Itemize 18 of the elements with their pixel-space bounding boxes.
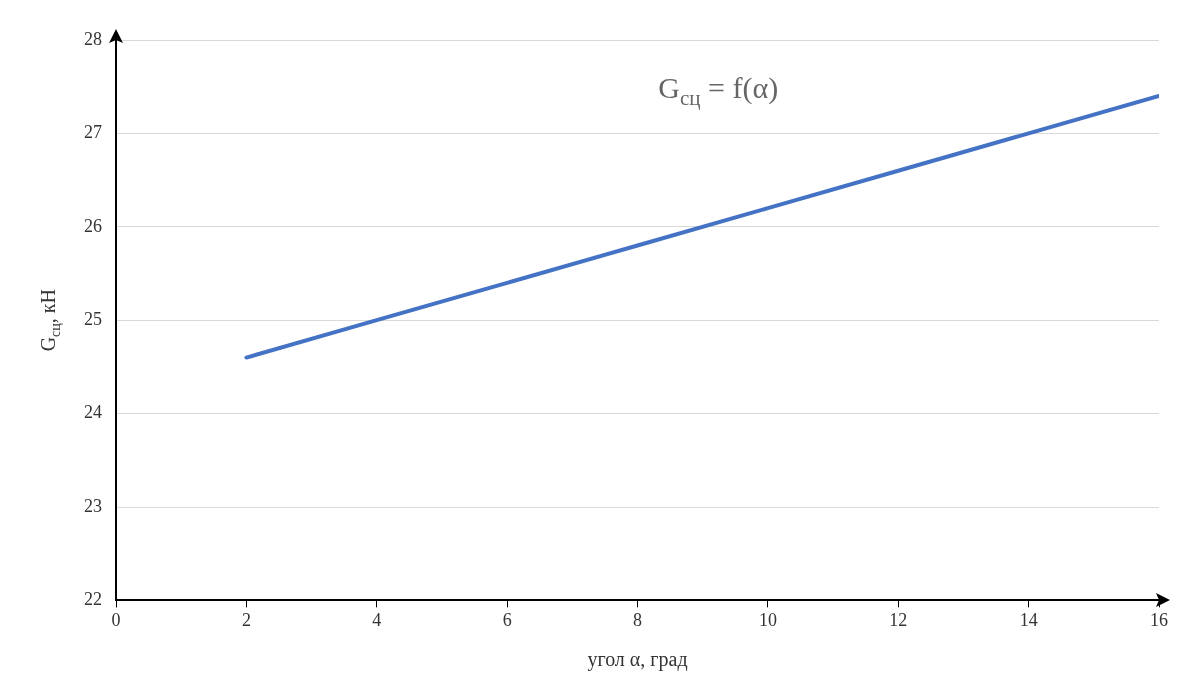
y-tick-label: 26 <box>84 215 102 236</box>
x-axis-title: угол α, град <box>587 648 688 672</box>
x-tick-label: 16 <box>1150 609 1168 630</box>
x-tick-label: 12 <box>889 609 908 630</box>
y-tick-label: 23 <box>84 495 102 516</box>
y-tick-label: 24 <box>84 402 102 423</box>
x-tick-label: 0 <box>111 609 121 630</box>
y-tick-label: 28 <box>84 28 102 49</box>
y-tick-label: 25 <box>84 308 102 329</box>
x-tick-label: 10 <box>758 609 777 630</box>
x-tick-label: 4 <box>372 609 382 630</box>
x-tick-label: 2 <box>241 609 251 630</box>
x-tick-label: 14 <box>1019 609 1038 630</box>
y-tick-label: 27 <box>84 122 102 143</box>
y-tick-label: 22 <box>84 589 102 610</box>
x-tick-label: 8 <box>633 609 642 630</box>
x-tick-label: 6 <box>502 609 512 630</box>
y-axis-title: Gсц, кН <box>37 289 63 352</box>
